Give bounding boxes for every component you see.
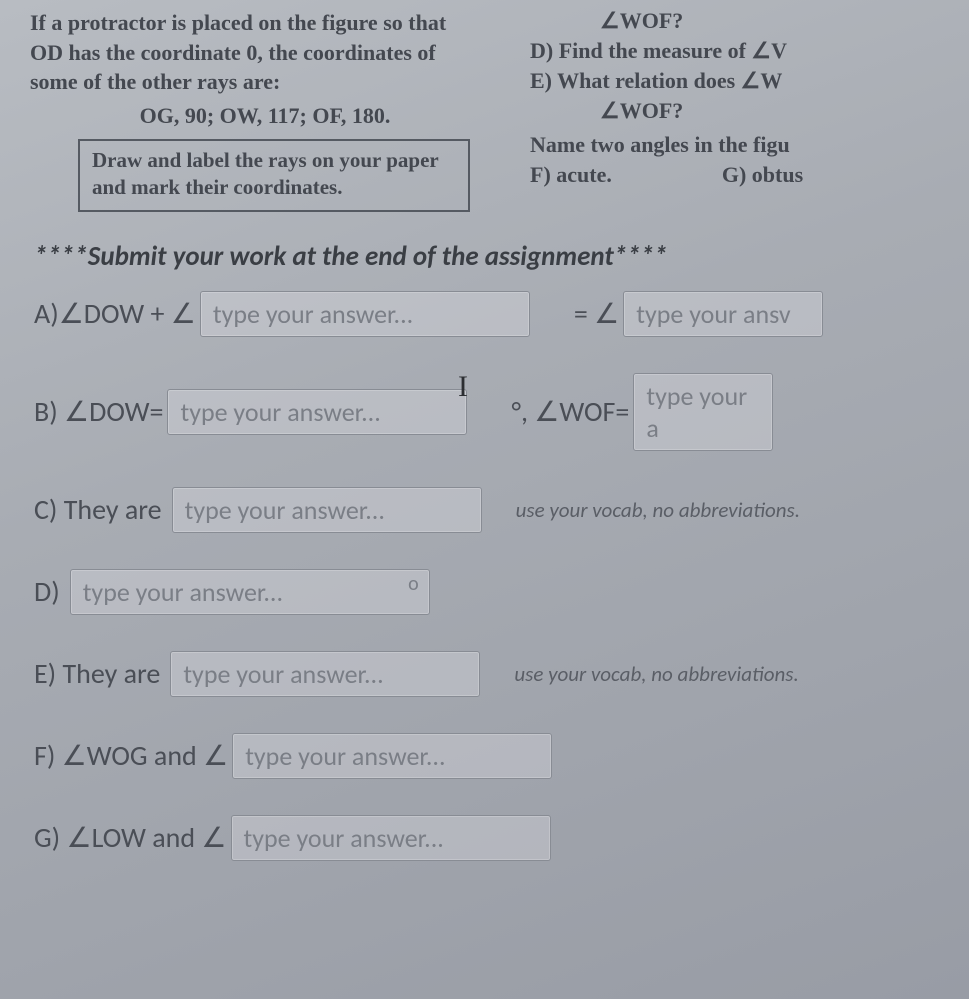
answer-row-f: F) ∠WOG and ∠ type your answer... [34,733,969,779]
label-d: D) [34,574,60,609]
label-b: B) ∠DOW= [34,394,163,429]
input-c[interactable]: type your answer... [172,487,482,533]
label-f: F) ∠WOG and ∠ [34,738,228,773]
label-b2: °, ∠WOF= [511,394,629,429]
answer-row-e: E) They are type your answer... use your… [34,651,969,697]
problem-text: If a protractor is placed on the figure … [30,8,520,212]
input-a1[interactable]: type your answer... [200,291,530,337]
hint-c: use your vocab, no abbreviations. [516,497,800,523]
r-l3: Name two angles in the figu [530,132,969,158]
intro-line-2: OD has the coordinate 0, the coordinates… [30,38,500,68]
intro-line-1: If a protractor is placed on the figure … [30,8,500,38]
answer-row-b: B) ∠DOW= type your answer... °, ∠WOF= ty… [34,373,969,451]
label-c: C) They are [34,492,162,527]
input-b2[interactable]: type your a [633,373,773,451]
input-g[interactable]: type your answer... [231,815,551,861]
r-l4a: F) acute. [530,162,612,188]
label-g: G) ∠LOW and ∠ [34,820,227,855]
label-a2: = ∠ [574,296,619,331]
label-a: A)∠DOW + ∠ [34,296,196,331]
answer-row-c: C) They are type your answer... use your… [34,487,969,533]
intro-line-3: some of the other rays are: [30,67,500,97]
box-line-2: and mark their coordinates. [92,174,456,201]
input-e[interactable]: type your answer... [170,651,480,697]
submit-instruction: ****Submit your work at the end of the a… [34,240,969,273]
right-questions: ∠WOF? D) Find the measure of ∠V E) What … [520,8,969,212]
instruction-box: Draw and label the rays on your paper an… [78,139,470,212]
answers-section: A)∠DOW + ∠ type your answer... = ∠ type … [30,291,969,861]
input-d[interactable]: type your answer... o [70,569,430,615]
r-l2: E) What relation does ∠W [530,68,969,94]
r-l4b: G) obtus [722,162,803,188]
label-e: E) They are [34,656,160,691]
input-f[interactable]: type your answer... [232,733,552,779]
answer-row-g: G) ∠LOW and ∠ type your answer... [34,815,969,861]
r-l1: D) Find the measure of ∠V [530,38,969,64]
coordinates-line: OG, 90; OW, 117; OF, 180. [30,103,500,129]
degree-symbol: o [408,572,419,596]
input-b1[interactable]: type your answer... [167,389,467,435]
box-line-1: Draw and label the rays on your paper [92,147,456,174]
answer-row-a: A)∠DOW + ∠ type your answer... = ∠ type … [34,291,969,337]
input-a2[interactable]: type your ansv [623,291,823,337]
r-l2b: ∠WOF? [530,98,683,124]
r-l0a: ∠WOF? [530,8,683,34]
hint-e: use your vocab, no abbreviations. [514,661,798,687]
answer-row-d: D) type your answer... o [34,569,969,615]
